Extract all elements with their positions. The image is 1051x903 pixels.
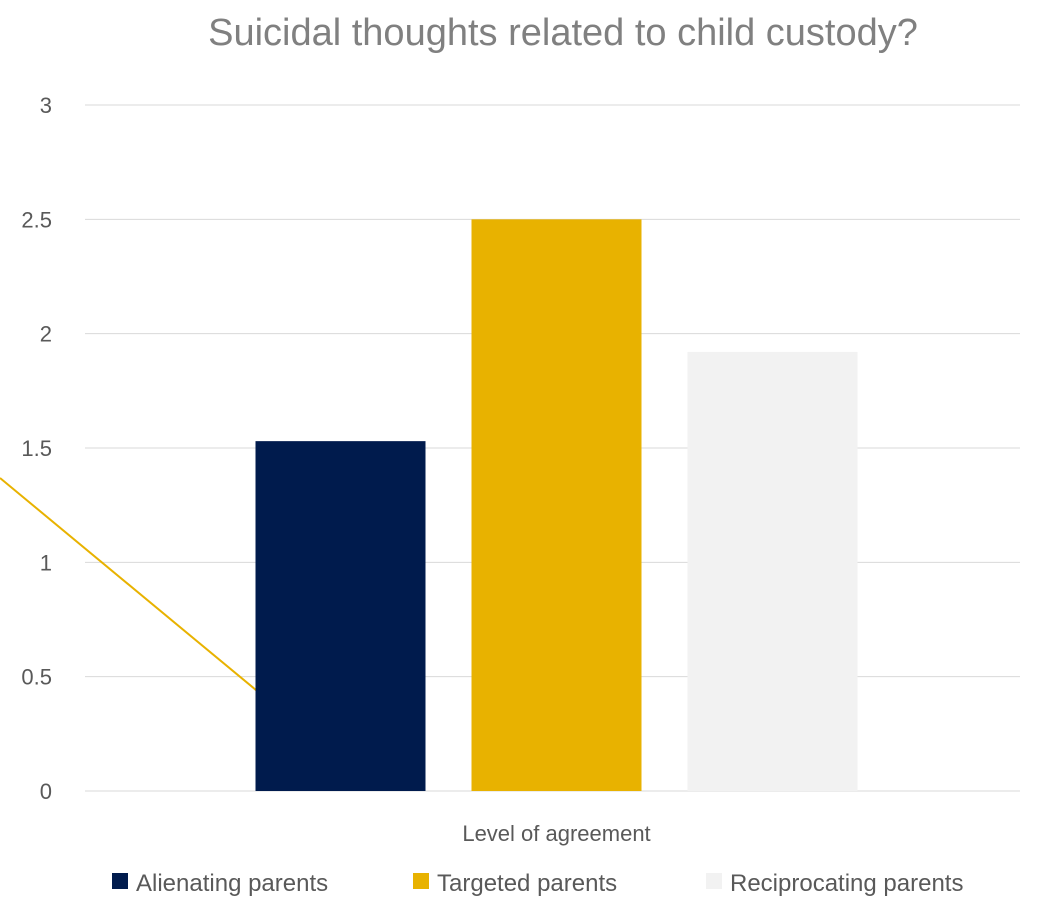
legend-swatch-alienating-parents <box>112 873 128 889</box>
x-axis-category-labels: Level of agreement <box>462 821 650 846</box>
bar-reciprocating-parents <box>687 351 858 791</box>
x-category-label: Level of agreement <box>462 821 650 846</box>
bar-targeted-parents <box>471 219 642 792</box>
legend-label-targeted-parents: Targeted parents <box>437 870 617 897</box>
y-axis-tick-labels: 0 0.5 1 1.5 2 2.5 3 <box>21 93 52 804</box>
legend-swatch-reciprocating-parents <box>706 873 722 889</box>
y-tick-label: 3 <box>40 93 52 118</box>
legend-label-reciprocating-parents: Reciprocating parents <box>730 870 963 897</box>
y-tick-label: 1.5 <box>21 436 52 461</box>
chart-title: Suicidal thoughts related to child custo… <box>208 12 918 54</box>
bar-alienating-parents <box>255 441 426 791</box>
legend-swatch-targeted-parents <box>413 873 429 889</box>
y-tick-label: 2.5 <box>21 207 52 232</box>
y-tick-label: 0 <box>40 779 52 804</box>
bars <box>255 219 858 792</box>
y-tick-label: 0.5 <box>21 665 52 690</box>
legend: Alienating parents Targeted parents Recipr… <box>112 870 963 897</box>
legend-label-alienating-parents: Alienating parents <box>136 870 328 897</box>
y-tick-label: 2 <box>40 322 52 347</box>
decorative-diagonal-line <box>0 477 269 701</box>
y-tick-label: 1 <box>40 550 52 575</box>
